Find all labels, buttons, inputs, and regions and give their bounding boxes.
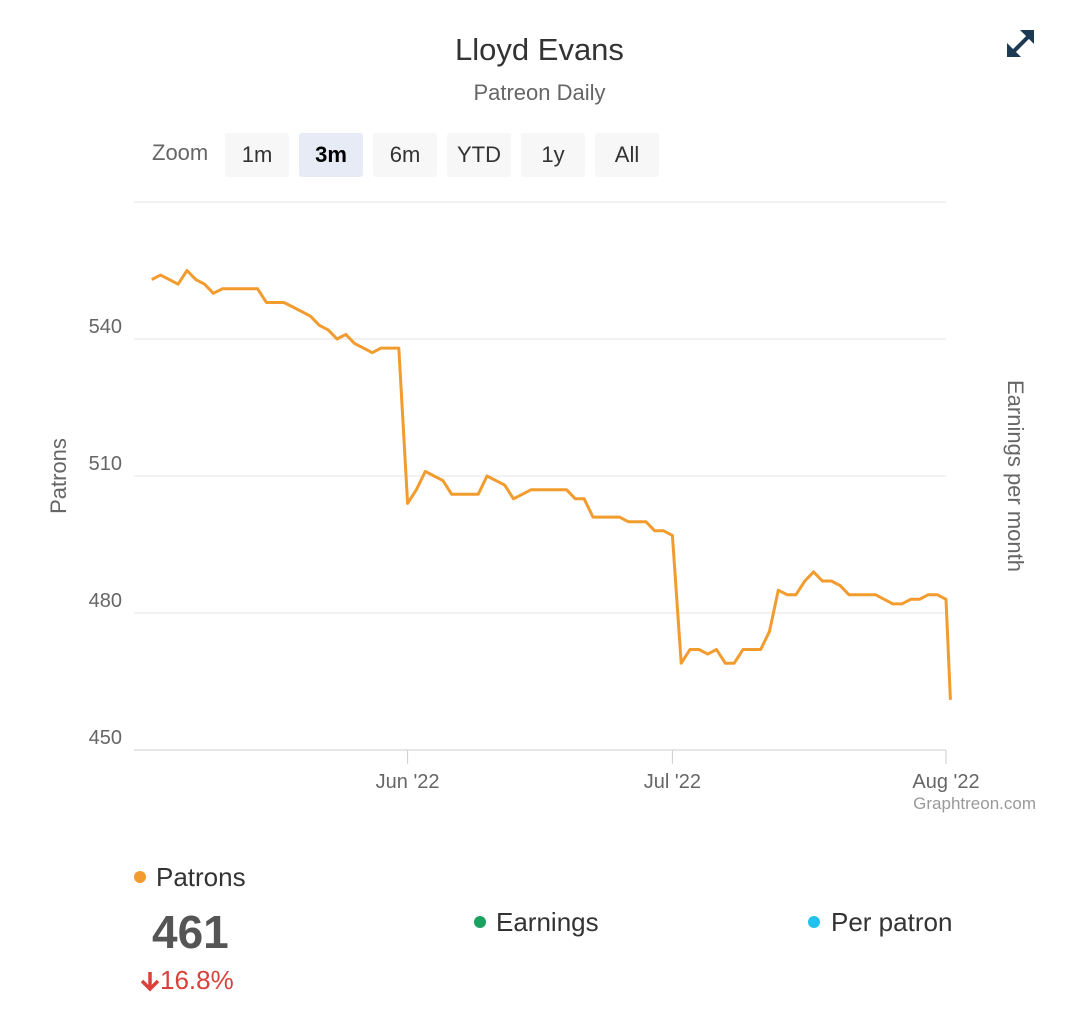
x-tick-label: Jun '22 — [376, 771, 440, 793]
zoom-button-ytd[interactable]: YTD — [447, 133, 511, 177]
y-tick-label: 450 — [89, 727, 122, 749]
chart-credit[interactable]: Graphtreon.com — [913, 794, 1036, 813]
y-tick-label: 480 — [89, 590, 122, 612]
per-patron-legend-dot — [808, 916, 820, 928]
patrons-legend-label[interactable]: Patrons — [156, 862, 246, 892]
series-line-patrons[interactable] — [151, 269, 952, 700]
chart-title: Lloyd Evans — [455, 32, 624, 67]
chart-series — [151, 269, 952, 700]
x-tick-label: Jul '22 — [644, 771, 701, 793]
y-axis-title: Patrons — [46, 438, 71, 514]
chart-subtitle: Patreon Daily — [473, 80, 606, 105]
per-patron-legend-label[interactable]: Per patron — [831, 907, 953, 937]
arrow-down-icon — [140, 971, 160, 991]
patrons-legend-dot — [134, 871, 146, 883]
expand-icon — [1007, 30, 1034, 57]
earnings-legend-dot — [474, 916, 486, 928]
patrons-value: 461 — [152, 906, 229, 958]
zoom-button-all[interactable]: All — [595, 133, 659, 177]
y-axis-labels: 450 480 510 540 — [89, 316, 122, 749]
zoom-button-6m[interactable]: 6m — [373, 133, 437, 177]
patrons-change: 16.8% — [140, 965, 234, 996]
x-axis: Jun '22 Jul '22 Aug '22 — [376, 750, 980, 793]
zoom-button-3m[interactable]: 3m — [299, 133, 363, 177]
y-axis-right-title: Earnings per month — [1003, 380, 1028, 572]
patrons-change-text: 16.8% — [160, 965, 234, 995]
chart-grid — [134, 201, 946, 751]
zoom-label: Zoom — [152, 140, 209, 165]
zoom-button-1y[interactable]: 1y — [521, 133, 585, 177]
earnings-legend-label[interactable]: Earnings — [496, 907, 599, 937]
x-tick-label: Aug '22 — [912, 771, 979, 793]
y-tick-label: 540 — [89, 316, 122, 338]
zoom-button-1m[interactable]: 1m — [225, 133, 289, 177]
y-tick-label: 510 — [89, 453, 122, 475]
expand-fullscreen-button[interactable] — [1001, 24, 1041, 64]
